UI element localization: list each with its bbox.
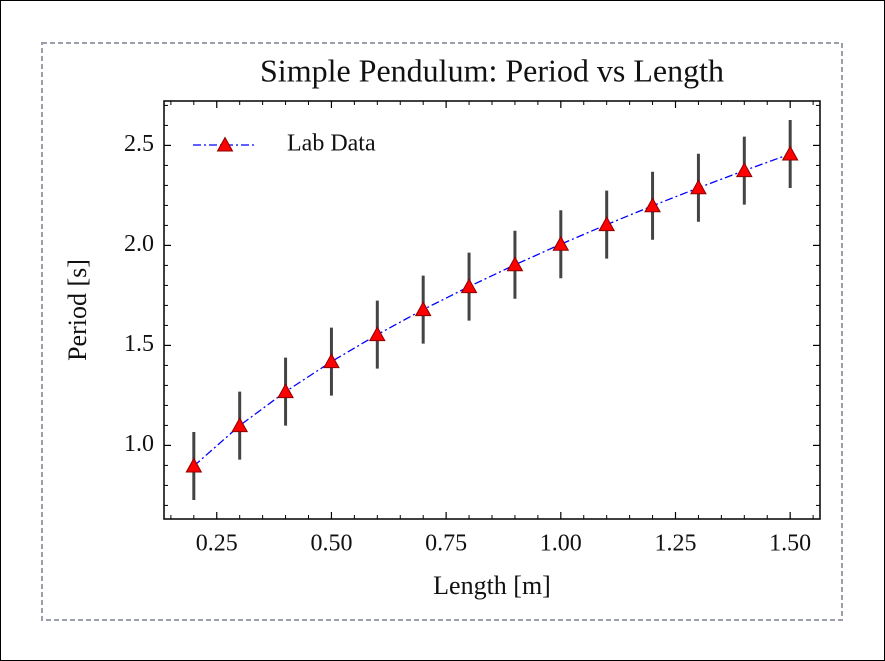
y-axis-label: Period [s]	[63, 259, 92, 361]
x-tick-label: 0.50	[310, 531, 352, 557]
x-tick-label: 1.25	[654, 531, 696, 557]
data-marker	[690, 179, 707, 195]
x-axis-label: Length [m]	[433, 571, 551, 600]
data-marker	[414, 301, 432, 317]
data-marker	[552, 235, 570, 251]
data-marker	[323, 353, 340, 369]
data-marker	[735, 162, 753, 178]
data-marker	[460, 278, 478, 294]
data-marker	[185, 457, 203, 473]
chart-frame	[41, 42, 843, 621]
y-tick-label: 2.5	[124, 131, 154, 157]
x-tick-label: 0.25	[196, 531, 238, 557]
y-tick-label: 1.0	[124, 431, 154, 457]
data-marker	[231, 417, 249, 433]
x-tick-label: 1.50	[769, 531, 811, 557]
data-marker	[506, 256, 524, 272]
data-marker	[277, 383, 294, 399]
legend-label: Lab Data	[287, 131, 376, 157]
x-tick-label: 1.00	[540, 531, 582, 557]
chart-title: Simple Pendulum: Period vs Length	[260, 52, 724, 88]
series-line	[193, 153, 791, 467]
legend-marker	[216, 136, 234, 152]
data-marker	[644, 197, 661, 213]
y-tick-label: 2.0	[124, 231, 154, 257]
data-marker	[781, 145, 799, 161]
data-marker	[598, 216, 616, 232]
x-tick-label: 0.75	[425, 531, 467, 557]
data-marker	[368, 326, 386, 342]
y-tick-label: 1.5	[124, 331, 154, 357]
